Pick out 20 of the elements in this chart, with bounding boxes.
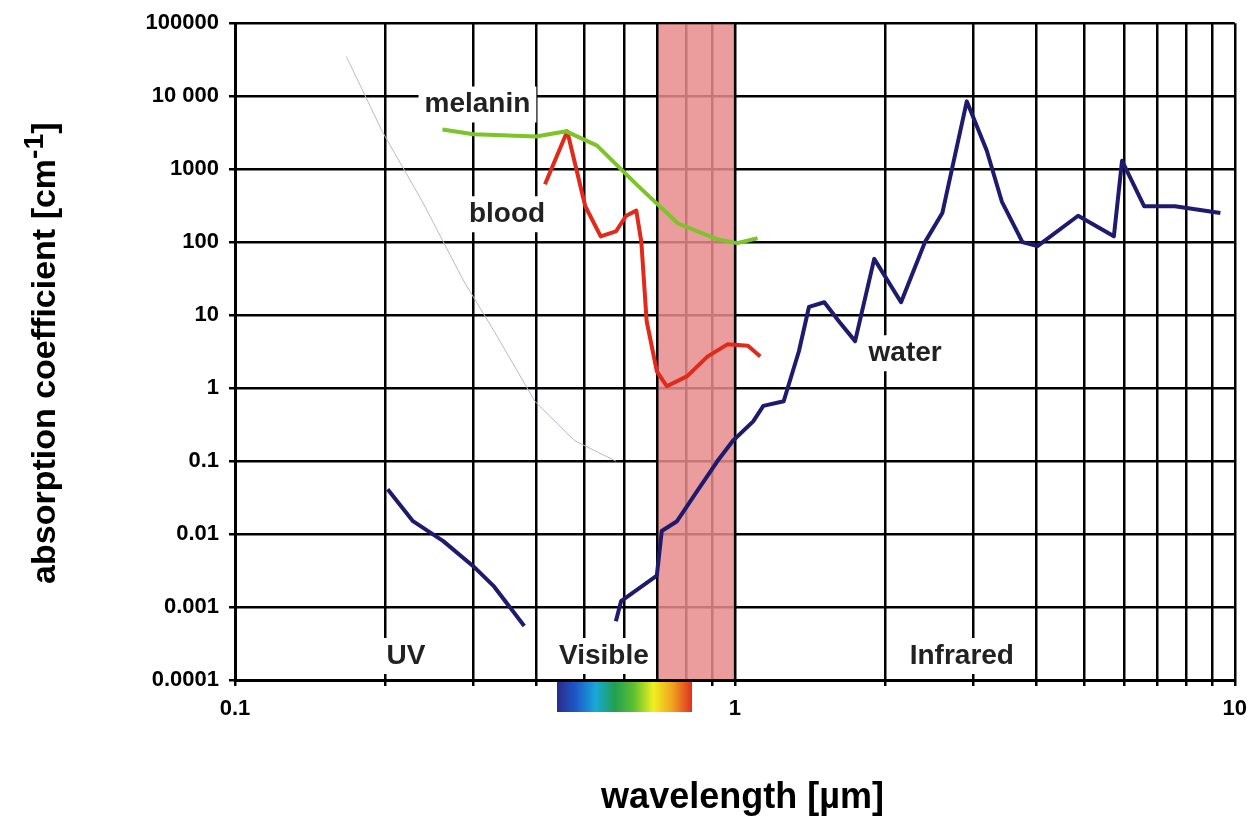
y-tick-label: 10 (194, 301, 219, 327)
y-tick-label: 0.01 (176, 520, 219, 546)
y-tick-label: 100000 (145, 9, 219, 35)
x-tick-label: 10 (1222, 695, 1248, 721)
annotation: Visible (559, 638, 649, 670)
y-tick-label: 0.1 (188, 447, 219, 473)
x-axis-title: wavelength [µm] (600, 775, 885, 817)
x-tick-label: 0.1 (219, 695, 251, 721)
y-tick-label: 10 000 (151, 82, 219, 108)
y-tick-label: 0.001 (163, 593, 219, 619)
y-tick-label: 1 (206, 374, 219, 400)
y-tick-label: 1000 (170, 155, 219, 181)
y-tick-label: 0.0001 (151, 666, 219, 692)
series-label: melanin (424, 87, 531, 119)
x-tick-label: 1 (728, 695, 742, 721)
annotation: UV (386, 638, 426, 670)
y-tick-label: 100 (182, 228, 219, 254)
series-label: blood (468, 197, 546, 229)
series-label: water (867, 335, 942, 367)
annotation: Infrared (909, 638, 1014, 670)
